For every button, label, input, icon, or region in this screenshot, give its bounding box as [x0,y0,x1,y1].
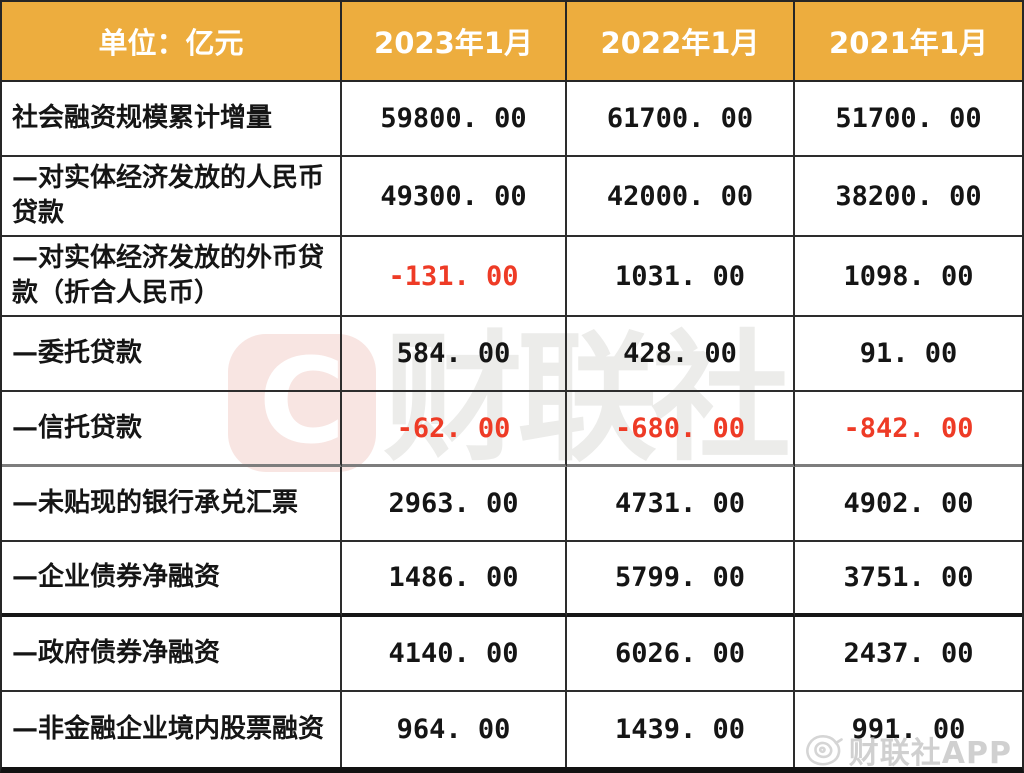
value-cell: 2437. 00 [795,617,1022,693]
value-cell: 4731. 00 [567,467,795,543]
header-unit-cell: 单位：亿元 [2,2,342,82]
row-label: —非金融企业境内股票融资 [2,692,342,767]
row-label: —对实体经济发放的外币贷款（折合人民币） [2,237,342,318]
value-cell: -131. 00 [342,237,567,318]
value-cell: 1098. 00 [795,237,1022,318]
value-cell: 6026. 00 [567,617,795,693]
value-cell: 991. 00 [851,714,966,746]
value-cell: 38200. 00 [795,157,1022,238]
value-cell: 1439. 00 [567,692,795,767]
row-label: —政府债券净融资 [2,617,342,693]
value-cell: 964. 00 [342,692,567,767]
value-cell: 5799. 00 [567,542,795,618]
value-cell: 61700. 00 [567,82,795,157]
value-cell: 91. 00 [795,317,1022,393]
value-cell: -680. 00 [567,392,795,468]
value-cell: 4140. 00 [342,617,567,693]
value-cell: 51700. 00 [795,82,1022,157]
row-label: —委托贷款 [2,317,342,393]
header-year-cell-2: 2021年1月 [795,2,1022,82]
value-cell: -842. 00 [795,392,1022,468]
value-cell: 4902. 00 [795,467,1022,543]
row-label: —企业债券净融资 [2,542,342,618]
value-cell: 428. 00 [567,317,795,393]
header-year-cell-1: 2022年1月 [567,2,795,82]
value-cell: 3751. 00 [795,542,1022,618]
row-label: —未贴现的银行承兑汇票 [2,467,342,543]
row-label: —对实体经济发放的人民币贷款 [2,156,342,238]
value-cell: 59800. 00 [342,82,567,157]
row-label: 社会融资规模累计增量 [2,82,342,157]
value-cell: 1486. 00 [342,542,567,618]
value-cell: 1031. 00 [567,237,795,318]
value-cell: 49300. 00 [342,156,567,238]
value-cell: -62. 00 [342,392,567,468]
header-year-cell-0: 2023年1月 [342,2,567,82]
value-cell: 2963. 00 [342,467,567,543]
value-cell: 584. 00 [342,317,567,393]
row-label: —信托贷款 [2,392,342,468]
value-cell: 42000. 00 [567,156,795,238]
